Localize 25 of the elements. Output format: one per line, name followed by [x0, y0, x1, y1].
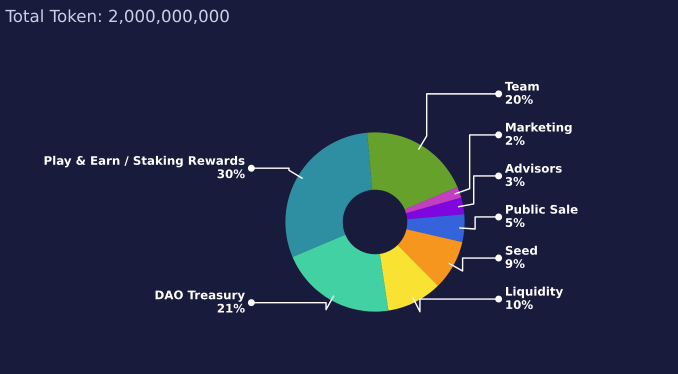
slice-label: Advisors [504, 164, 562, 173]
donut-slice [406, 198, 464, 220]
data-label: 2% [506, 136, 525, 145]
donut-slice [398, 229, 462, 286]
slice-label: Liquidity [506, 286, 564, 298]
slice-label: Marketing [506, 122, 572, 134]
data-label: 5% [506, 218, 525, 228]
slice-label: Seed [506, 246, 537, 255]
chart-title: Total Token: 2,000,000,000 [5, 9, 229, 24]
data-label: 30% [218, 169, 245, 178]
slice-label: Play & Earn / Staking Rewards [44, 156, 245, 168]
donut-slice [292, 234, 388, 312]
donut-slice [406, 214, 465, 242]
data-label: 9% [506, 259, 525, 268]
data-label: 10% [506, 300, 533, 310]
donut-slice [367, 132, 458, 210]
data-label: 20% [506, 94, 533, 104]
slice-label: DAO Treasury [156, 290, 245, 302]
slice-label: Team [504, 82, 539, 91]
data-label: 21% [218, 304, 245, 313]
donut-slice [404, 186, 462, 214]
data-label: 3% [506, 177, 525, 186]
donut-slice [285, 132, 372, 258]
slice-label: Public Sale [506, 204, 578, 214]
donut-slice [380, 244, 438, 311]
